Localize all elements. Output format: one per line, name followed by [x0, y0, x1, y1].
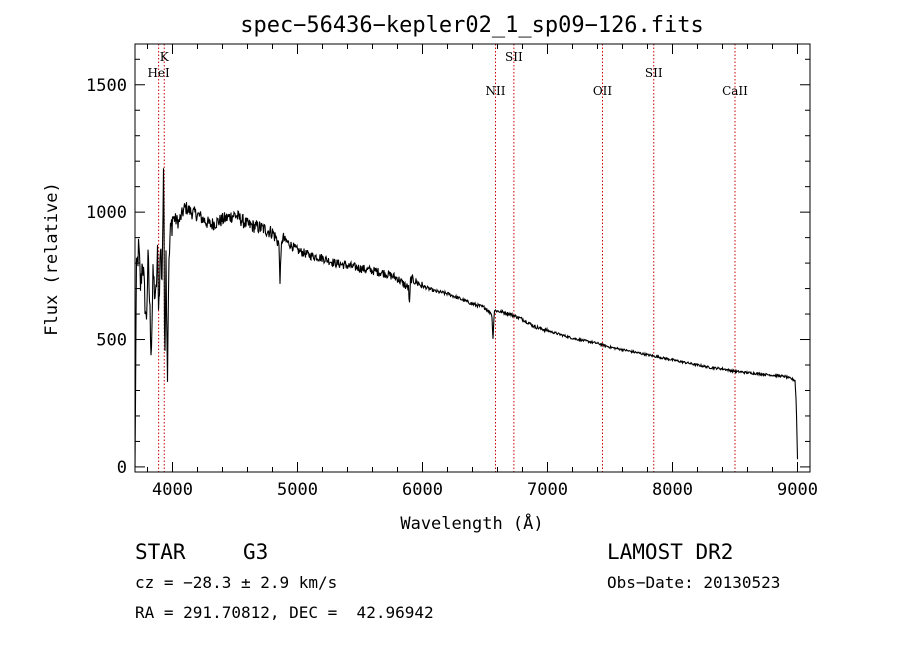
y-tick-label: 1000: [86, 203, 127, 223]
line-marker-label: SII: [505, 50, 523, 64]
line-marker-label: HeI: [147, 66, 170, 80]
x-axis-label: Wavelength (Å): [400, 512, 543, 534]
line-markers: K HeI SII NII OII SII CaII: [147, 44, 748, 472]
redshift-text: cz = −28.3 ± 2.9 km/s: [135, 573, 338, 592]
obs-date-text: Obs−Date: 20130523: [607, 573, 781, 592]
y-axis: 0 500 1000 1500: [86, 58, 810, 478]
x-tick-label: 6000: [402, 480, 443, 500]
y-tick-label: 1500: [86, 76, 127, 96]
line-marker-label: SII: [645, 66, 663, 80]
coords-text: RA = 291.70812, DEC = 42.96942: [135, 603, 434, 622]
y-tick-label: 0: [117, 458, 127, 478]
line-marker-label: CaII: [722, 84, 748, 98]
object-subclass: G3: [243, 540, 269, 564]
chart-title: spec−56436−kepler02_1_sp09−126.fits: [240, 13, 704, 38]
object-class: STAR: [135, 540, 186, 564]
plot-frame: [134, 43, 811, 473]
x-tick-label: 5000: [277, 480, 318, 500]
line-marker-label: NII: [486, 84, 506, 98]
x-axis: 4000 5000 6000 7000 8000 9000: [147, 44, 818, 500]
y-axis-label: Flux (relative): [42, 182, 62, 336]
x-tick-label: 9000: [777, 480, 818, 500]
x-tick-label: 7000: [527, 480, 568, 500]
line-marker-label: OII: [593, 84, 613, 98]
survey-name: LAMOST DR2: [607, 540, 734, 564]
line-marker-label: K: [160, 50, 170, 64]
x-tick-label: 4000: [152, 480, 193, 500]
x-tick-label: 8000: [652, 480, 693, 500]
y-tick-label: 500: [96, 331, 127, 351]
spectrum-line: [134, 168, 799, 467]
